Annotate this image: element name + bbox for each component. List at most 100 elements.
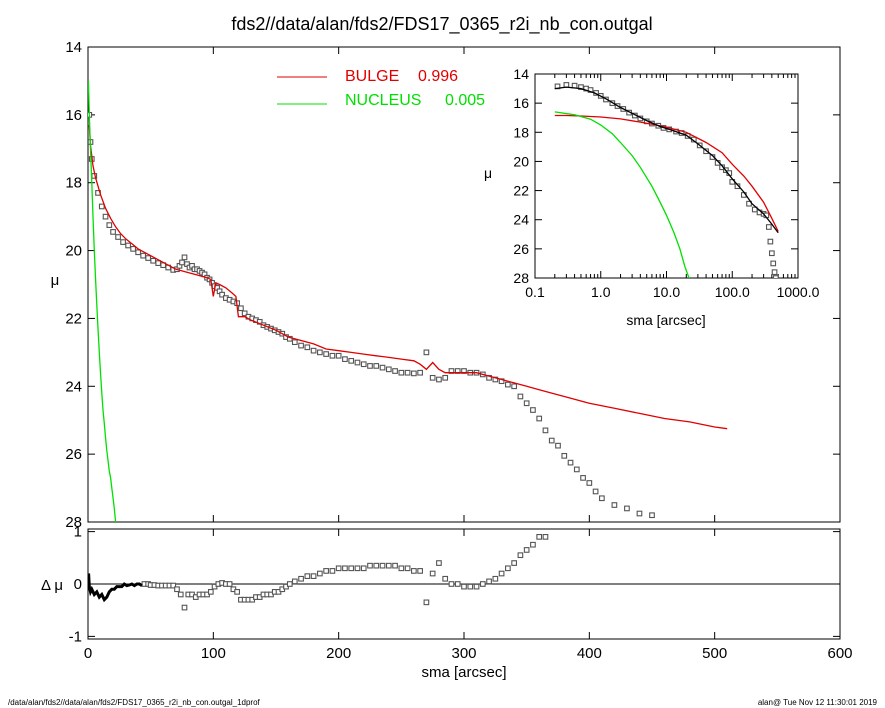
- data-point: [102, 213, 109, 220]
- ytick-label: 26: [65, 446, 82, 463]
- data-point: [523, 400, 530, 407]
- residuals-point: [170, 582, 177, 589]
- inner-residuals-line: [88, 573, 143, 603]
- data-point: [373, 363, 380, 369]
- main-panel: 14 16 18 20 22 24 26 28 μ BULGE 0.996 NUCLEUS 0…: [51, 39, 841, 531]
- data-point: [580, 475, 586, 481]
- data-point: [115, 234, 121, 240]
- chart-title: fds2//data/alan/fds2/FDS17_0365_r2i_nb_c…: [231, 14, 652, 35]
- residuals-point: [429, 570, 436, 577]
- residuals-point: [335, 565, 342, 572]
- residuals-point: [467, 583, 474, 590]
- ytick-label: 24: [513, 212, 529, 228]
- ytick-label: 16: [65, 107, 82, 124]
- residuals-point: [348, 565, 355, 572]
- data-point: [130, 246, 136, 252]
- residuals-point: [498, 570, 505, 577]
- residuals-point: [329, 568, 336, 574]
- ytick-label: -1: [69, 628, 82, 645]
- data-point: [771, 269, 778, 276]
- residuals-point: [385, 562, 392, 569]
- residuals-point: [423, 599, 430, 606]
- data-point: [150, 257, 157, 264]
- legend: BULGE 0.996 NUCLEUS 0.005: [277, 68, 485, 109]
- data-point: [436, 376, 442, 383]
- main-ylabel: μ: [51, 272, 60, 289]
- data-point: [649, 512, 655, 519]
- footer-right: alan@ Tue Nov 12 11:30:01 2019: [758, 698, 878, 707]
- data-point: [155, 260, 162, 266]
- data-point: [140, 252, 146, 259]
- data-point: [765, 224, 772, 230]
- ytick-label: 28: [513, 270, 529, 286]
- inset-ylabel: μ: [484, 165, 492, 181]
- data-point: [442, 374, 449, 381]
- data-point: [770, 260, 777, 267]
- ytick-label: 16: [513, 95, 529, 111]
- residuals-point: [174, 586, 180, 593]
- xtick-label: 1.0: [591, 284, 611, 300]
- residuals-point: [404, 565, 411, 572]
- data-point: [323, 351, 329, 357]
- legend-bulge-value: 0.996: [418, 68, 458, 85]
- residual-ylabel: Δ μ: [41, 577, 63, 594]
- residuals-point: [436, 560, 442, 566]
- data-point: [392, 368, 398, 374]
- xtick-label: 300: [451, 645, 476, 662]
- ytick-label: 20: [65, 243, 82, 260]
- residuals-point: [310, 573, 317, 579]
- residuals-point: [392, 562, 398, 569]
- data-point: [145, 255, 152, 261]
- residuals-point: [373, 562, 380, 569]
- data-point: [772, 275, 779, 278]
- inset-marks: [554, 82, 779, 278]
- data-point: [567, 459, 574, 466]
- bulge-line: [554, 114, 779, 232]
- nucleus-line: [88, 80, 117, 522]
- data-point: [636, 510, 643, 517]
- footer-left: /data/alan/fds2//data/alan/fds2/FDS17_03…: [8, 698, 261, 707]
- residuals-point: [473, 583, 480, 590]
- data-point: [317, 349, 323, 356]
- data-point: [586, 480, 593, 486]
- data-point: [548, 437, 555, 444]
- ytick-label: 22: [513, 183, 529, 199]
- data-point: [404, 369, 411, 376]
- data-point: [304, 344, 311, 351]
- data-point: [238, 305, 244, 312]
- data-point: [530, 407, 536, 413]
- xtick-label: 100.0: [715, 284, 750, 300]
- legend-nucleus-label: NUCLEUS: [345, 92, 421, 109]
- fit-line: [554, 86, 779, 234]
- data-point: [398, 369, 405, 376]
- residuals-point: [317, 570, 323, 577]
- inset-axis-ticks: 0.1 1.0 10.0 100.0 1000.0 14 16 18 20 22 24 26 28: [513, 66, 819, 300]
- residuals-point: [354, 565, 361, 572]
- ytick-label: 1: [74, 524, 82, 541]
- xtick-label: 400: [577, 645, 602, 662]
- xtick-label: 1000.0: [777, 284, 820, 300]
- residual-xlabel: sma [arcsec]: [421, 664, 506, 681]
- residuals-point: [517, 552, 524, 559]
- residual-series: [88, 534, 549, 611]
- data-point: [110, 229, 116, 235]
- residuals-point: [411, 568, 417, 574]
- residuals-point: [398, 565, 405, 572]
- residuals-point: [291, 578, 298, 585]
- data-point: [241, 310, 248, 317]
- data-point: [385, 366, 392, 373]
- ytick-label: 24: [65, 378, 82, 395]
- xtick-label: 600: [827, 645, 852, 662]
- data-point: [219, 291, 225, 298]
- data-point: [517, 393, 524, 400]
- ytick-label: 20: [513, 153, 529, 169]
- data-point: [367, 363, 373, 369]
- main-axis-ticks: 14 16 18 20 22 24 26 28: [65, 39, 841, 531]
- data-point: [411, 370, 417, 377]
- ytick-label: 18: [513, 124, 529, 140]
- ytick-label: 14: [65, 39, 82, 56]
- data-point: [135, 249, 141, 256]
- data-point: [599, 495, 605, 502]
